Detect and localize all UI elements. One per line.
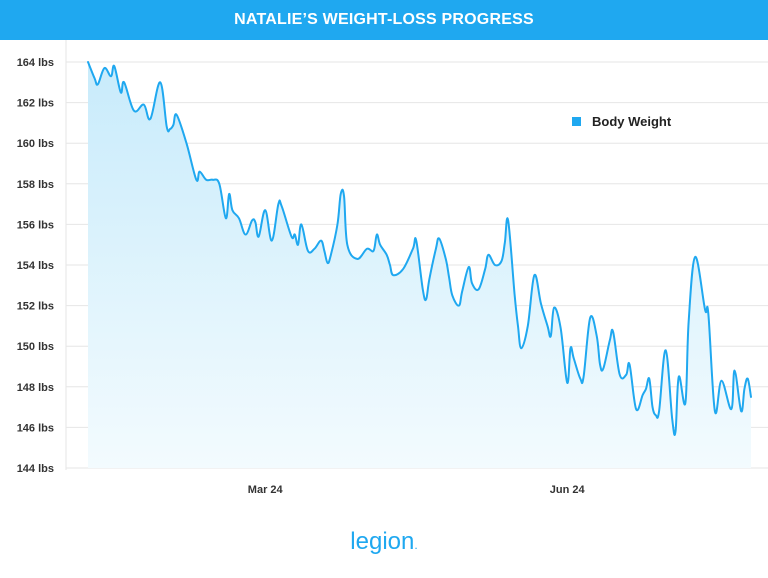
y-tick-label: 154 lbs: [17, 260, 54, 272]
legend-label-body-weight: Body Weight: [592, 114, 672, 129]
x-tick-label: Jun 24: [550, 484, 586, 496]
y-tick-label: 162 lbs: [17, 98, 54, 110]
brand-wordmark: legion: [350, 528, 415, 555]
body-weight-line: [87, 61, 752, 436]
y-tick-label: 148 lbs: [17, 382, 54, 394]
y-tick-label: 150 lbs: [17, 341, 54, 353]
y-tick-label: 160 lbs: [17, 138, 54, 150]
y-tick-label: 164 lbs: [17, 57, 54, 69]
weight-chart: 144 lbs 146 lbs 148 lbs 150 lbs 152 lbs 154 l…: [17, 40, 768, 496]
y-tick-label: 146 lbs: [17, 422, 54, 434]
chart-area: 144 lbs 146 lbs 148 lbs 150 lbs 152 lbs 154 l…: [0, 40, 768, 510]
y-tick-label: 158 lbs: [17, 179, 54, 191]
legend-swatch-body-weight: [572, 117, 581, 126]
legend: Body Weight: [572, 114, 672, 129]
chart-title-banner: NATALIE’S WEIGHT-LOSS PROGRESS: [0, 0, 768, 40]
y-tick-label: 156 lbs: [17, 219, 54, 231]
y-tick-label: 144 lbs: [17, 463, 54, 475]
x-tick-label: Mar 24: [248, 484, 284, 496]
brand-dot: .: [414, 538, 418, 552]
chart-title: NATALIE’S WEIGHT-LOSS PROGRESS: [234, 11, 534, 28]
y-tick-label: 152 lbs: [17, 301, 54, 313]
brand-logo: legion.: [0, 528, 768, 556]
